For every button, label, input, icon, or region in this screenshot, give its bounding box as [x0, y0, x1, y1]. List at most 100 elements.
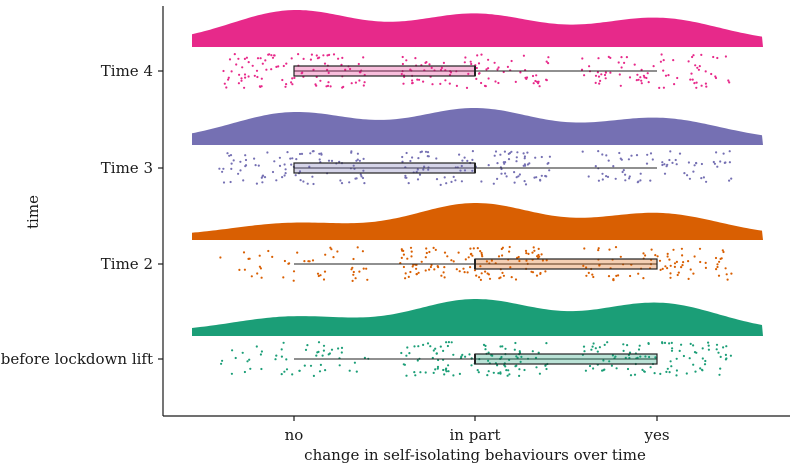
data-point: [455, 84, 458, 87]
data-point: [700, 84, 703, 87]
data-point: [688, 177, 692, 180]
data-point: [715, 268, 718, 271]
data-point: [243, 268, 246, 271]
data-point: [497, 255, 501, 258]
data-point: [479, 278, 482, 281]
data-point: [492, 182, 495, 185]
data-point: [704, 70, 707, 73]
data-point: [484, 344, 487, 347]
data-point: [607, 55, 610, 59]
data-point: [426, 342, 430, 345]
data-point: [242, 179, 245, 182]
data-point: [355, 177, 358, 180]
data-point: [667, 74, 670, 77]
data-point: [598, 82, 601, 85]
data-point: [366, 278, 369, 281]
box-iqr: [293, 162, 476, 174]
data-point: [283, 370, 286, 373]
data-point: [280, 348, 283, 351]
data-point: [409, 68, 412, 71]
data-point: [714, 256, 718, 260]
data-point: [518, 173, 522, 176]
data-point: [520, 355, 523, 358]
data-point: [316, 272, 320, 275]
data-point: [494, 150, 498, 153]
data-point: [401, 160, 404, 163]
data-point: [704, 266, 708, 269]
data-point: [620, 56, 623, 59]
data-point: [516, 151, 519, 154]
data-point: [309, 152, 312, 155]
data-point: [548, 169, 551, 172]
data-point: [683, 172, 686, 175]
data-point: [319, 363, 322, 366]
data-point: [417, 271, 420, 274]
data-point: [226, 152, 229, 155]
data-point: [661, 341, 664, 344]
data-point: [719, 367, 722, 370]
data-point: [677, 271, 680, 274]
data-point: [614, 355, 617, 358]
data-point: [264, 59, 267, 62]
data-point: [261, 174, 265, 177]
data-point: [500, 355, 503, 359]
data-point: [463, 61, 466, 64]
data-point: [414, 374, 417, 377]
data-point: [475, 66, 478, 70]
data-point: [704, 82, 708, 85]
data-point: [435, 157, 438, 160]
data-point: [624, 356, 627, 359]
data-point: [724, 267, 727, 270]
data-point: [241, 351, 244, 354]
data-point: [676, 76, 679, 80]
data-point: [516, 356, 519, 359]
data-point: [223, 82, 226, 85]
data-point: [687, 60, 690, 63]
data-point: [218, 167, 221, 170]
data-point: [409, 246, 413, 249]
data-point: [405, 374, 408, 377]
data-point: [501, 271, 504, 274]
data-point: [352, 164, 355, 167]
data-point: [545, 60, 548, 63]
data-point: [515, 160, 518, 163]
data-point: [661, 161, 664, 164]
y-tick-label: Time 3: [101, 159, 153, 177]
data-point: [647, 342, 650, 345]
data-point: [479, 250, 482, 253]
data-point: [532, 82, 535, 85]
data-point: [636, 73, 639, 76]
data-point: [507, 158, 511, 161]
data-point: [639, 76, 642, 79]
data-point: [688, 357, 691, 360]
data-point: [538, 255, 541, 258]
data-point: [628, 76, 632, 79]
data-point: [633, 373, 637, 376]
data-point: [286, 151, 289, 154]
data-point: [319, 274, 322, 277]
data-point: [258, 265, 261, 268]
density-cloud: [192, 299, 763, 336]
data-point: [471, 169, 474, 172]
data-point: [597, 57, 600, 60]
data-point: [687, 277, 690, 280]
data-point: [594, 347, 597, 350]
data-point: [415, 267, 418, 270]
data-point: [464, 258, 467, 261]
data-point: [666, 267, 669, 270]
data-point: [637, 272, 640, 275]
data-point: [239, 169, 242, 172]
data-point: [716, 263, 719, 266]
data-point: [625, 56, 629, 59]
data-point: [535, 274, 539, 277]
data-point: [639, 355, 642, 358]
data-point: [409, 159, 412, 163]
data-point: [327, 353, 330, 356]
data-point: [356, 158, 359, 161]
data-point: [401, 55, 404, 59]
data-point: [705, 180, 708, 183]
data-point: [278, 156, 281, 159]
data-point: [668, 158, 671, 162]
data-point: [614, 246, 618, 249]
data-point: [663, 341, 667, 344]
